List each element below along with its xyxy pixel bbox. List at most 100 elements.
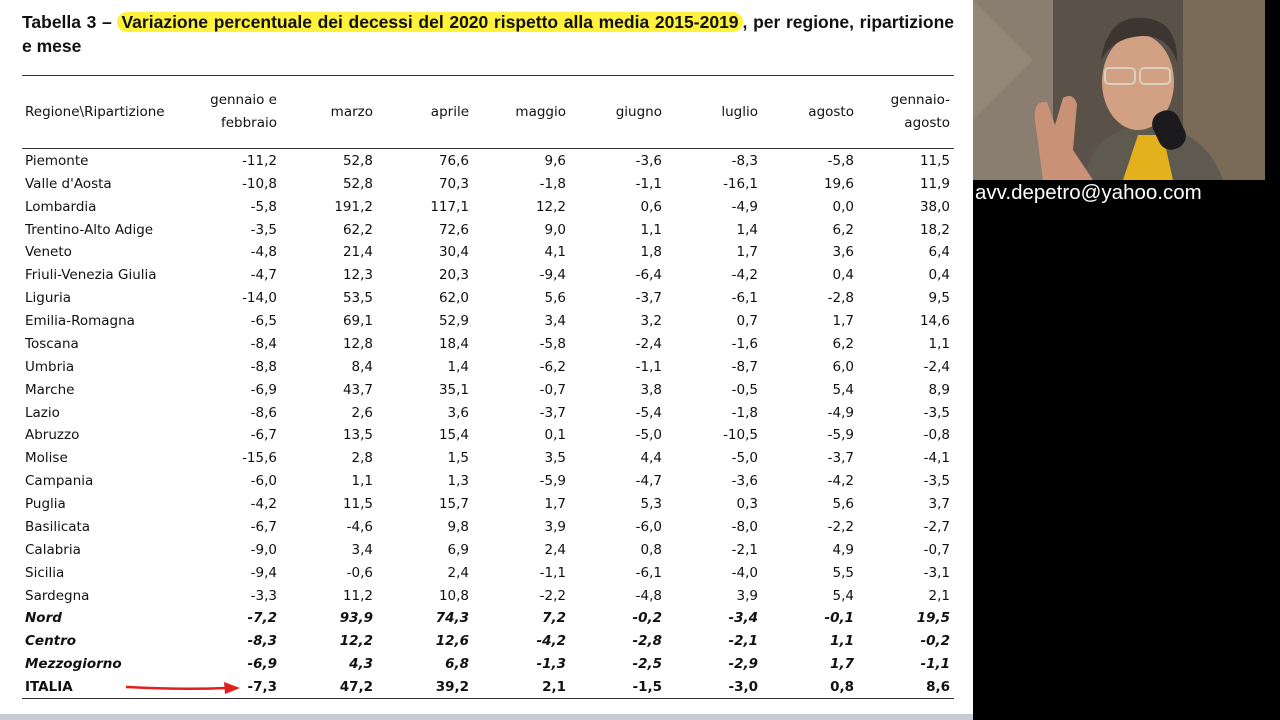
table-cell: 52,8 xyxy=(342,153,373,169)
row-label: Lombardia xyxy=(25,198,97,215)
table-cell: 12,8 xyxy=(342,335,373,352)
table-cell: 12,6 xyxy=(435,633,469,650)
table-cell: 12,3 xyxy=(342,267,373,284)
table-cell: 0,6 xyxy=(640,198,662,215)
table-cell: 20,3 xyxy=(438,267,469,284)
table-cell: 5,4 xyxy=(832,381,854,398)
table-cell: -6,0 xyxy=(635,518,662,535)
table-cell: -3,7 xyxy=(635,290,662,307)
table-cell: -3,7 xyxy=(827,450,854,467)
table-cell: 12,2 xyxy=(535,198,566,215)
table-cell: 15,4 xyxy=(438,427,469,444)
table-cell: 0,8 xyxy=(640,541,662,558)
table-cell: 2,4 xyxy=(447,564,469,581)
table-cell: -6,7 xyxy=(250,427,277,444)
table-cell: -15,6 xyxy=(242,450,277,467)
table-cell: 52,8 xyxy=(342,175,373,192)
table-cell: 0,8 xyxy=(830,679,854,695)
table-cell: 8,9 xyxy=(928,381,950,398)
table-cell: -4,6 xyxy=(346,518,373,535)
table-cell: -8,3 xyxy=(247,633,277,650)
table-cell: -0,8 xyxy=(923,427,950,444)
table-cell: -1,5 xyxy=(632,679,662,695)
table-cell: -1,1 xyxy=(920,656,950,673)
table-cell: -4,9 xyxy=(731,198,758,215)
table-cell: -8,3 xyxy=(731,153,758,169)
table-cell: 2,4 xyxy=(544,541,566,558)
table-cell: -7,2 xyxy=(247,610,277,627)
table-cell: 3,5 xyxy=(544,450,566,467)
row-label: Friuli-Venezia Giulia xyxy=(25,267,157,284)
row-label: Liguria xyxy=(25,290,71,307)
table-cell: 6,2 xyxy=(832,221,854,238)
row-label: Veneto xyxy=(25,244,72,261)
table-cell: -0,5 xyxy=(731,381,758,398)
table-cell: 47,2 xyxy=(339,679,373,695)
column-header: marzo xyxy=(330,103,373,120)
table-cell: 39,2 xyxy=(435,679,469,695)
table-cell: -1,8 xyxy=(731,404,758,421)
table-cell: -0,2 xyxy=(632,610,662,627)
table-cell: -1,3 xyxy=(536,656,566,673)
table-cell: 3,7 xyxy=(928,496,950,513)
column-header: Regione\Ripartizione xyxy=(25,104,165,120)
table-cell: 6,4 xyxy=(928,244,950,261)
row-label: Nord xyxy=(25,610,62,627)
table-cell: 0,4 xyxy=(832,267,854,284)
table-cell: 8,6 xyxy=(926,679,950,695)
row-label: Lazio xyxy=(25,404,60,421)
table-cell: -4,8 xyxy=(635,587,662,604)
table-cell: -7,3 xyxy=(247,679,277,695)
row-label: Abruzzo xyxy=(25,427,80,444)
table-cell: -1,1 xyxy=(635,358,662,375)
table-cell: -6,9 xyxy=(247,656,277,673)
table-cell: 69,1 xyxy=(342,313,373,330)
table-cell: -2,9 xyxy=(728,656,758,673)
table-cell: 3,6 xyxy=(832,244,854,261)
table-cell: -4,9 xyxy=(827,404,854,421)
table-cell: 4,9 xyxy=(832,541,854,558)
table-cell: -3,4 xyxy=(728,610,758,627)
table-cell: -14,0 xyxy=(242,290,277,307)
table-cell: -5,8 xyxy=(539,335,566,352)
table-cell: -3,5 xyxy=(923,404,950,421)
table-cell: -0,6 xyxy=(346,564,373,581)
table-cell: 21,4 xyxy=(342,244,373,261)
row-label: Marche xyxy=(25,381,75,398)
table-cell: -8,6 xyxy=(250,404,277,421)
email-caption: avv.depetro@yahoo.com xyxy=(975,181,1202,204)
table-cell: -3,6 xyxy=(731,473,758,490)
column-header: gennaio e febbraio xyxy=(210,92,277,131)
title-label: Tabella 3 – xyxy=(22,12,112,32)
table-title: Tabella 3 – Variazione percentuale dei d… xyxy=(22,10,954,58)
table-cell: -4,2 xyxy=(536,633,566,650)
table-cell: 5,6 xyxy=(544,290,566,307)
table-cell: 8,4 xyxy=(351,358,373,375)
table-cell: 1,4 xyxy=(736,221,758,238)
table-cell: -2,4 xyxy=(923,358,950,375)
top-rule xyxy=(22,75,954,76)
table-cell: -8,7 xyxy=(731,358,758,375)
table-cell: 5,4 xyxy=(832,587,854,604)
table-cell: -1,8 xyxy=(539,175,566,192)
table-cell: -8,0 xyxy=(731,518,758,535)
table-cell: 0,0 xyxy=(832,198,854,215)
table-cell: -3,1 xyxy=(923,564,950,581)
table-cell: -9,4 xyxy=(539,267,566,284)
table-cell: 53,5 xyxy=(342,290,373,307)
table-cell: 3,4 xyxy=(351,541,373,558)
table-cell: -16,1 xyxy=(723,175,758,192)
table-cell: 18,4 xyxy=(438,335,469,352)
table-cell: -3,6 xyxy=(635,153,662,169)
table-cell: -4,7 xyxy=(250,267,277,284)
row-label: Umbria xyxy=(25,358,75,375)
table-cell: -5,8 xyxy=(827,153,854,169)
table-cell: -10,8 xyxy=(242,175,277,192)
table-cell: -2,7 xyxy=(923,518,950,535)
table-cell: 74,3 xyxy=(435,610,469,627)
table-cell: -4,2 xyxy=(250,496,277,513)
column-header: maggio xyxy=(515,103,566,120)
table-cell: -2,1 xyxy=(728,633,758,650)
annotation-layer xyxy=(125,682,240,694)
bottom-rule xyxy=(22,698,954,699)
